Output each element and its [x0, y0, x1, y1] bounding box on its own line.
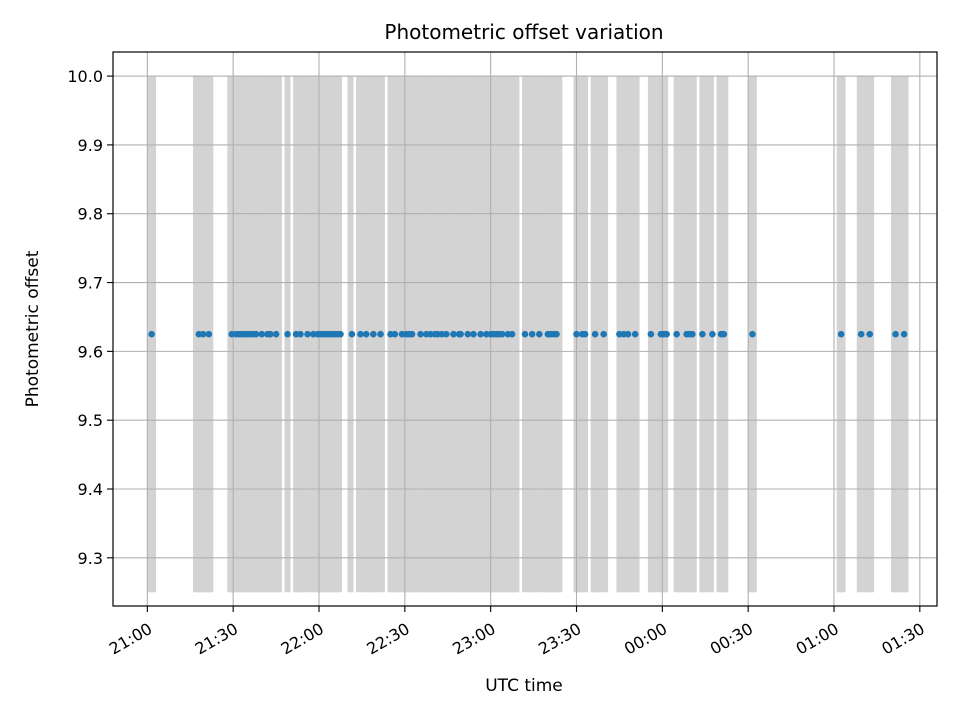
x-tick-label: 21:30	[192, 619, 241, 659]
data-point	[508, 330, 516, 338]
chart-title: Photometric offset variation	[384, 20, 663, 44]
data-point	[362, 330, 370, 338]
data-point	[477, 330, 484, 338]
data-point	[553, 330, 560, 338]
data-point	[591, 330, 599, 338]
data-point	[464, 330, 472, 338]
y-axis-ticks: 9.3 9.4 9.5 9.6 9.7 9.8 9.9 10.0	[67, 67, 113, 568]
data-point	[450, 330, 457, 338]
data-point	[205, 330, 213, 338]
y-tick-label: 10.0	[67, 67, 103, 86]
data-point	[297, 330, 304, 338]
data-point	[536, 330, 543, 338]
data-point	[370, 330, 377, 338]
data-point	[457, 330, 464, 338]
data-point	[304, 330, 311, 338]
y-tick-label: 9.7	[78, 274, 103, 293]
data-point	[348, 330, 356, 338]
data-point	[573, 330, 580, 338]
data-point	[417, 330, 424, 338]
plot-area-frame	[112, 51, 938, 607]
data-point	[267, 330, 274, 338]
data-point	[337, 330, 344, 338]
data-point	[148, 330, 155, 338]
data-point	[470, 330, 477, 338]
x-tick-label: 01:00	[793, 619, 842, 659]
data-point	[647, 330, 655, 338]
y-axis-label: Photometric offset	[23, 250, 43, 407]
data-point	[521, 330, 529, 338]
grid-layer	[113, 52, 937, 606]
data-point	[663, 330, 670, 338]
data-point	[443, 330, 450, 338]
data-point	[624, 330, 632, 338]
data-point	[252, 330, 260, 338]
data-point	[699, 330, 706, 338]
data-point	[866, 330, 874, 338]
data-point	[720, 330, 728, 338]
y-tick-label: 9.6	[78, 342, 103, 361]
data-point	[749, 330, 756, 338]
x-tick-label: 23:30	[535, 619, 584, 659]
y-tick-label: 9.8	[78, 205, 103, 224]
data-point	[272, 330, 280, 338]
x-axis-ticks: 21:00 21:30 22:00 22:30 23:00 23:30 00:00 00:30…	[106, 606, 928, 659]
data-point	[357, 330, 364, 338]
data-point	[528, 330, 536, 338]
x-tick-label: 00:30	[707, 619, 756, 659]
data-point	[377, 330, 384, 338]
x-tick-label: 22:00	[278, 619, 327, 659]
data-point	[900, 330, 908, 338]
data-point	[857, 330, 865, 338]
y-tick-label: 9.3	[78, 549, 103, 568]
data-point	[892, 330, 899, 338]
data-point	[284, 330, 291, 338]
y-tick-label: 9.4	[78, 480, 103, 499]
x-axis-label: UTC time	[485, 676, 563, 696]
data-point	[199, 330, 207, 338]
x-tick-label: 23:00	[449, 619, 498, 659]
data-point	[391, 330, 399, 338]
y-tick-label: 9.9	[78, 136, 103, 155]
data-point	[498, 330, 506, 338]
x-tick-label: 00:00	[621, 619, 670, 659]
data-point	[600, 330, 607, 338]
x-tick-label: 22:30	[363, 619, 412, 659]
data-point	[837, 330, 845, 338]
data-point	[673, 330, 680, 338]
band-mark	[596, 76, 603, 593]
data-point	[709, 330, 716, 338]
band-mark	[513, 76, 520, 593]
data-point	[408, 330, 416, 338]
y-tick-label: 9.5	[78, 411, 103, 430]
x-tick-label: 01:30	[878, 619, 927, 659]
data-point	[689, 330, 696, 338]
data-point	[581, 330, 589, 338]
data-point	[631, 330, 639, 338]
data-point	[258, 330, 266, 338]
data-points	[148, 330, 908, 338]
x-tick-label: 21:00	[106, 619, 155, 659]
